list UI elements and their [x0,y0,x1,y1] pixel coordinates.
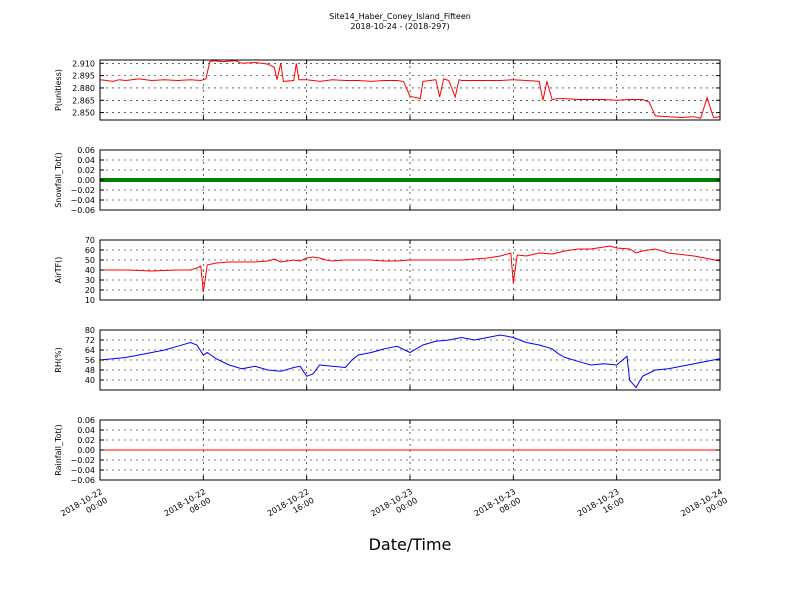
airtemp-ytick-label-1: 20 [85,286,95,295]
pressure-ytick-label-0: 2.850 [72,109,95,118]
rainfall-ytick-label-2: −0.02 [70,456,95,465]
pressure-ytick-label-2: 2.880 [72,84,95,93]
figure-title: Site14_Haber_Coney_Island_Fifteen [329,12,471,21]
snowfall-panel: −0.06−0.04−0.020.000.020.040.06 Snowfall_… [54,146,721,215]
airtemp-ytick-label-4: 50 [85,256,95,265]
airtemp-ytick-label-3: 40 [85,266,95,275]
rh-series-line [99,334,721,389]
rainfall-ytick-label-0: −0.06 [70,476,95,485]
pressure-series-line [99,60,721,120]
rainfall-ytick-label-1: −0.04 [70,466,95,475]
pressure-ylabel: P(unitless) [54,69,63,111]
rh-ytick-label-4: 72 [85,336,95,345]
snowfall-ytick-label-6: 0.06 [77,146,95,155]
snowfall-ylabel: Snowfall_Tot() [54,152,63,208]
rh-ytick-label-1: 48 [85,366,95,375]
rh-ytick-label-5: 80 [85,326,95,335]
rh-ytick-label-0: 40 [85,376,95,385]
airtemp-ytick-label-5: 60 [85,246,95,255]
snowfall-ytick-label-2: −0.02 [70,186,95,195]
rh-ytick-label-3: 64 [85,346,95,355]
rainfall-ytick-label-3: 0.00 [77,446,95,455]
rainfall-ytick-label-5: 0.04 [77,426,95,435]
rh-ylabel: RH(%) [54,347,63,372]
rh-ytick-label-2: 56 [85,356,95,365]
snowfall-ytick-label-5: 0.04 [77,156,95,165]
figure-subtitle: 2018-10-24 - (2018-297) [350,22,449,31]
snowfall-ytick-label-1: −0.04 [70,196,95,205]
airtemp-ytick-label-0: 10 [85,296,95,305]
rainfall-ytick-label-6: 0.06 [77,416,95,425]
pressure-ytick-label-4: 2.910 [72,59,95,68]
rainfall-ytick-label-4: 0.02 [77,436,95,445]
airtemp-series-line [100,245,721,293]
rainfall-ylabel: Rainfall_Tot() [54,424,63,476]
x-axis-label: Date/Time [369,535,452,554]
airtemp-ytick-label-2: 30 [85,276,95,285]
airtemp-ytick-label-6: 70 [85,236,95,245]
snowfall-ytick-label-4: 0.02 [77,166,95,175]
snowfall-ytick-label-0: −0.06 [70,206,95,215]
airtemp-ylabel: AirTF() [54,257,63,284]
snowfall-ytick-label-3: 0.00 [77,176,95,185]
pressure-panel: 2.850 2.865 2.880 2.895 2.910 P(unitless) [54,59,721,121]
pressure-ytick-label-3: 2.895 [72,72,95,81]
pressure-ytick-label-1: 2.865 [72,96,95,105]
